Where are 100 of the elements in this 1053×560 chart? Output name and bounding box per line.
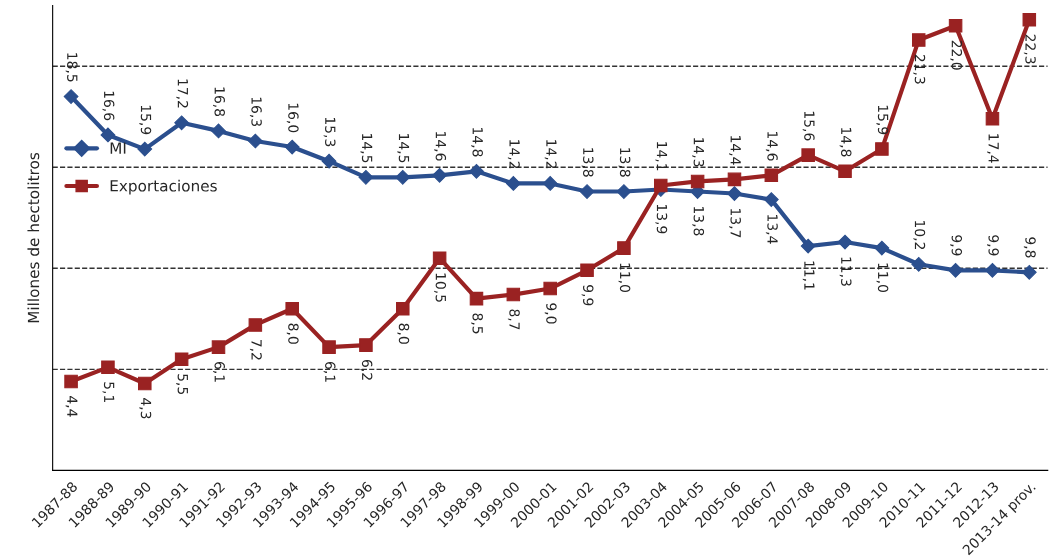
point [359,338,373,352]
data-label: 16,6 [102,91,115,121]
point [247,133,263,149]
data-label: 6,2 [360,359,373,380]
point [432,251,447,265]
data-label: 13,8 [692,206,705,236]
data-label: 8,0 [286,323,299,344]
data-label: 8,0 [397,323,410,344]
data-label: 22,0 [950,40,963,70]
point [138,376,152,391]
data-label: 11,0 [876,263,889,292]
data-label: 14,5 [397,134,410,163]
data-label: 4,3 [139,398,152,419]
point [690,174,705,189]
data-label: 9,9 [987,235,999,256]
point [985,112,1000,126]
point [837,234,853,250]
point [543,281,557,296]
data-label: 11,1 [802,261,815,290]
data-label: 16,8 [213,87,225,117]
data-label: 5,5 [176,374,188,395]
data-label: 14,5 [360,134,373,163]
data-label: 21,3 [913,54,926,84]
data-label: 22,3 [1023,34,1036,64]
data-label: 15,6 [802,111,815,141]
data-label: 14,6 [434,132,447,161]
point [395,169,411,185]
data-label: 4,4 [65,396,78,417]
data-label: 15,3 [323,117,336,147]
point [100,127,116,143]
point [321,153,337,169]
data-label: 13,7 [729,208,741,238]
point [322,340,336,354]
point [580,263,594,278]
data-label: 13,8 [618,148,631,177]
point [506,287,521,302]
point [285,301,299,316]
data-label: 17,2 [176,79,189,108]
data-label: 16,3 [249,97,262,126]
point [1022,12,1037,27]
point [358,169,374,185]
point [764,168,779,183]
point [763,192,779,207]
data-label: 6,1 [213,361,225,382]
point [579,184,595,199]
legend-label: Exportaciones [110,179,217,195]
data-label: 14,2 [507,140,520,169]
point [432,167,448,183]
point [469,163,484,179]
point [211,340,226,354]
point [248,318,263,332]
point [617,241,631,255]
point [211,123,226,139]
point [874,240,890,256]
data-label: 13,9 [655,204,668,234]
data-label: 7,2 [249,339,262,360]
point [727,172,742,187]
data-label: 14,3 [692,138,705,167]
point [911,33,926,47]
data-label: 14,8 [471,128,483,157]
point [174,352,189,367]
point [948,19,963,33]
data-label: 13,4 [765,215,778,244]
data-label: 9,8 [1023,237,1036,258]
point [396,301,410,316]
point [800,238,816,254]
data-label: 11,0 [618,263,631,292]
point [985,262,1000,278]
point [727,186,742,201]
y-axis-title: Millones de hectolitros [27,152,40,323]
data-label: 15,9 [876,105,889,135]
data-label: 11,3 [839,257,852,286]
data-label: 14,8 [839,128,852,157]
data-label: 8,7 [507,309,520,330]
data-label: 9,0 [544,303,557,324]
data-label: 9,9 [950,235,963,256]
data-label: 14,4 [729,136,741,165]
point [284,139,300,155]
data-label: 16,0 [286,103,299,133]
point [948,262,963,278]
data-label: 14,6 [765,132,778,161]
point [1021,264,1037,280]
point [469,291,484,306]
data-label: 15,9 [139,105,152,135]
point [64,374,78,389]
data-label: 6,1 [323,361,336,382]
point [542,176,558,191]
point [101,360,115,375]
point [801,148,815,162]
data-label: 8,5 [471,313,483,334]
data-label: 5,1 [102,382,115,403]
point [63,89,79,104]
data-label: 14,2 [544,140,557,169]
data-label: 10,2 [913,220,926,249]
data-label: 13,8 [581,148,594,177]
legend-label: MI [110,142,126,154]
point [616,184,632,199]
point [137,141,153,157]
data-label: 10,5 [434,273,447,302]
point [838,164,852,179]
